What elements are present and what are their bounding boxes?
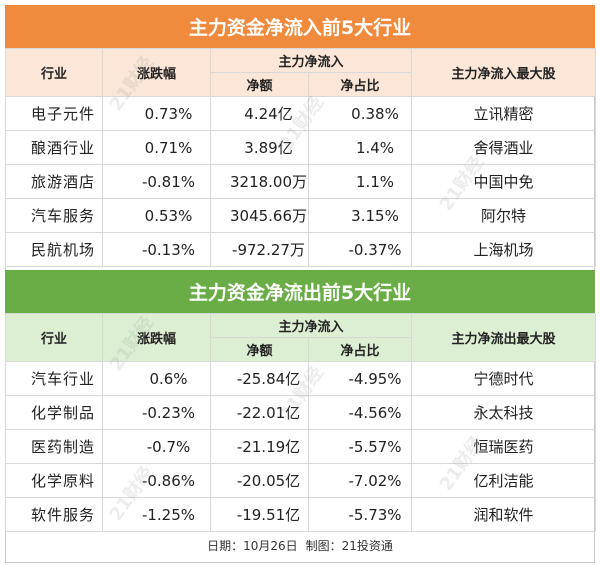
amount-cell: -25.84亿 [210,361,309,396]
table-row: 化学原料 -0.86% -20.05亿 -7.02% 亿利洁能 [5,463,597,498]
amount-cell: -22.01亿 [210,395,309,430]
industry-cell: 化学原料 [5,463,103,498]
amount-cell: -19.51亿 [210,497,309,532]
industry-cell: 电子元件 [5,96,103,131]
stock-cell: 舍得酒业 [411,130,597,165]
change-cell: 0.73% [102,96,211,131]
stock-cell: 恒瑞医药 [411,429,597,464]
industry-cell: 酿酒行业 [5,130,103,165]
header-change: 涨跌幅 [102,48,211,97]
table-row: 民航机场 -0.13% -972.27万 -0.37% 上海机场 [5,232,597,267]
stock-cell: 永太科技 [411,395,597,430]
industry-cell: 旅游酒店 [5,164,103,199]
industry-cell: 汽车行业 [5,361,103,396]
change-cell: -0.86% [102,463,211,498]
industry-cell: 民航机场 [5,232,103,267]
amount-cell: -21.19亿 [210,429,309,464]
stock-cell: 润和软件 [411,497,597,532]
ratio-cell: -7.02% [307,463,413,498]
footer: 日期：10月26日 制图：21投资通 [5,528,595,563]
stock-cell: 立讯精密 [411,96,597,131]
amount-cell: 3.89亿 [210,130,309,165]
amount-cell: -20.05亿 [210,463,309,498]
industry-cell: 化学制品 [5,395,103,430]
outflow-title: 主力资金净流出前5大行业 [5,270,595,313]
ratio-cell: 0.38% [307,96,413,131]
change-cell: -0.81% [102,164,211,199]
ratio-cell: 1.4% [307,130,413,165]
table-row: 医药制造 -0.7% -21.19亿 -5.57% 恒瑞医药 [5,429,597,464]
industry-cell: 软件服务 [5,497,103,532]
header-net-ratio: 净占比 [307,72,413,97]
change-cell: -0.7% [102,429,211,464]
header-industry: 行业 [5,48,103,97]
industry-cell: 医药制造 [5,429,103,464]
header-change: 涨跌幅 [102,313,211,362]
table-row: 化学制品 -0.23% -22.01亿 -4.56% 永太科技 [5,395,597,430]
stock-cell: 上海机场 [411,232,597,267]
inflow-title: 主力资金净流入前5大行业 [5,5,595,48]
header-main-net: 主力净流入 [209,48,413,73]
table-row: 汽车服务 0.53% 3045.66万 3.15% 阿尔特 [5,198,597,233]
header-net-ratio: 净占比 [307,337,413,362]
ratio-cell: 3.15% [307,198,413,233]
industry-cell: 汽车服务 [5,198,103,233]
ratio-cell: -5.57% [307,429,413,464]
table-row: 汽车行业 0.6% -25.84亿 -4.95% 宁德时代 [5,361,597,396]
amount-cell: 3218.00万 [210,164,309,199]
stock-cell: 中国中免 [411,164,597,199]
ratio-cell: -4.95% [307,361,413,396]
change-cell: 0.53% [102,198,211,233]
stock-cell: 阿尔特 [411,198,597,233]
header-net-amount: 净额 [210,72,309,97]
amount-cell: -972.27万 [210,232,309,267]
stock-cell: 亿利洁能 [411,463,597,498]
ratio-cell: -4.56% [307,395,413,430]
ratio-cell: 1.1% [307,164,413,199]
change-cell: 0.71% [102,130,211,165]
change-cell: -0.13% [102,232,211,267]
change-cell: -1.25% [102,497,211,532]
header-top-stock: 主力净流入最大股 [411,48,597,97]
change-cell: -0.23% [102,395,211,430]
header-top-stock: 主力净流出最大股 [411,313,597,362]
table-row: 酿酒行业 0.71% 3.89亿 1.4% 舍得酒业 [5,130,597,165]
footer-producer: 制图：21投资通 [305,539,393,553]
outflow-table: 行业 涨跌幅 主力净流入 主力净流出最大股 净额 净占比 汽车行业 0.6% -… [5,313,597,532]
ratio-cell: -5.73% [307,497,413,532]
ratio-cell: -0.37% [307,232,413,267]
table-row: 旅游酒店 -0.81% 3218.00万 1.1% 中国中免 [5,164,597,199]
header-industry: 行业 [5,313,103,362]
table-row: 电子元件 0.73% 4.24亿 0.38% 立讯精密 [5,96,597,131]
inflow-table: 行业 涨跌幅 主力净流入 主力净流入最大股 净额 净占比 电子元件 0.73% … [5,48,597,267]
header-main-net: 主力净流入 [209,313,413,338]
amount-cell: 3045.66万 [210,198,309,233]
change-cell: 0.6% [102,361,211,396]
amount-cell: 4.24亿 [210,96,309,131]
header-net-amount: 净额 [210,337,309,362]
table-row: 软件服务 -1.25% -19.51亿 -5.73% 润和软件 [5,497,597,532]
stock-cell: 宁德时代 [411,361,597,396]
footer-date: 日期：10月26日 [207,539,298,553]
